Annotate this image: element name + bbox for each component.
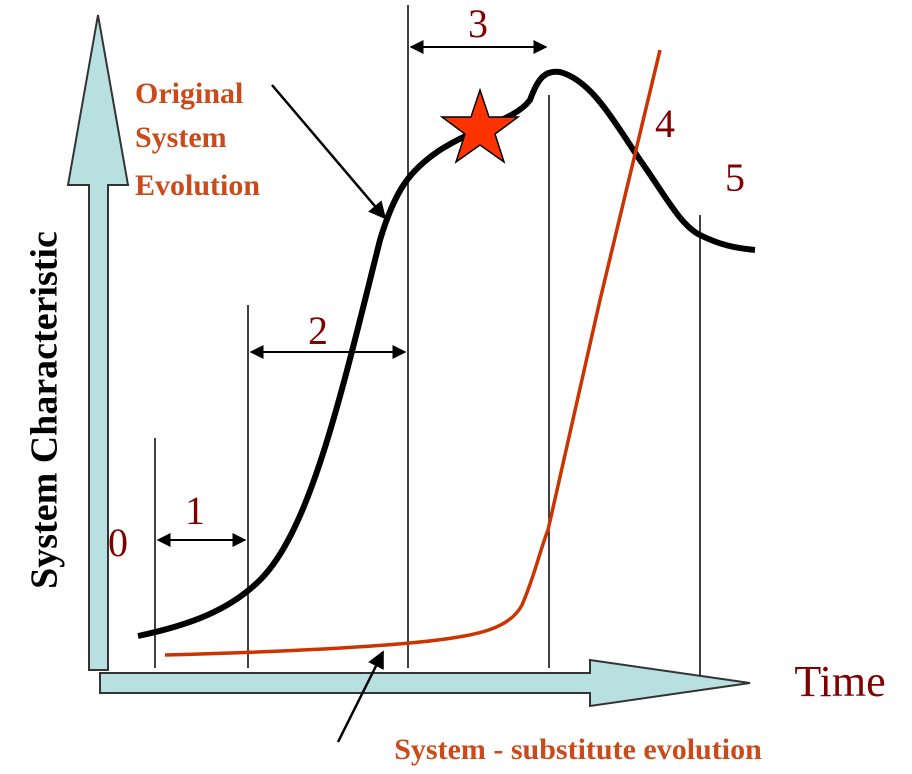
stage-number: 4: [655, 101, 675, 146]
pointer: [271, 84, 387, 220]
stage-number: 1: [185, 488, 205, 533]
curve-label: System - substitute evolution: [394, 733, 762, 766]
y-axis-label: System Characteristic: [24, 231, 66, 589]
stage-lines: [154, 5, 701, 675]
x-axis-arrow: [99, 658, 751, 708]
star: [439, 87, 521, 164]
curve-label: Original: [135, 77, 243, 110]
curve-label: System: [135, 121, 227, 154]
stage-number: 2: [308, 308, 328, 353]
stage-number: 3: [468, 1, 488, 46]
pointer: [336, 650, 385, 743]
stage-number: 0: [108, 520, 128, 565]
original-curve: [137, 68, 756, 639]
x-axis-label: Time: [794, 657, 885, 706]
y-axis-arrow: [66, 14, 130, 671]
stage-number: 5: [725, 155, 745, 200]
stage-spans: [156, 40, 548, 547]
substitute-curve: [164, 49, 662, 657]
curve-label: Evolution: [135, 169, 260, 202]
